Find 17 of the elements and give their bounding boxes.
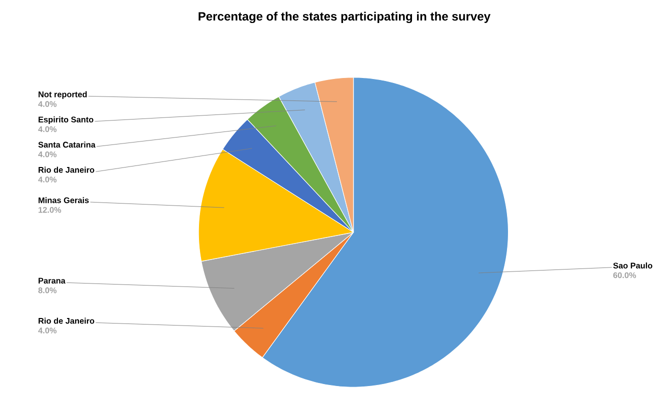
slice-label: Rio de Janeiro (38, 318, 94, 324)
slice-label: Sao Paulo (613, 262, 652, 268)
slice-label: Rio de Janeiro (38, 166, 94, 173)
data-label: 8.0% (38, 287, 57, 294)
slice-label: Minas Gerais (38, 197, 89, 204)
data-label: 60.0% (613, 272, 636, 278)
slice-label: Parana (38, 278, 66, 284)
slice-label: Not reported (38, 91, 87, 99)
data-label: 12.0% (38, 206, 62, 213)
chart-title: Percentage of the states participating in the survey (198, 12, 490, 24)
data-label: 4.0% (38, 126, 57, 132)
data-label: 4.0% (38, 328, 57, 334)
slice-label: Espirito Santo (38, 116, 94, 124)
data-label: 4.0% (38, 101, 57, 107)
data-label: 4.0% (38, 176, 57, 182)
data-label: 4.0% (38, 151, 57, 158)
slice-label: Santa Catarina (38, 142, 96, 148)
